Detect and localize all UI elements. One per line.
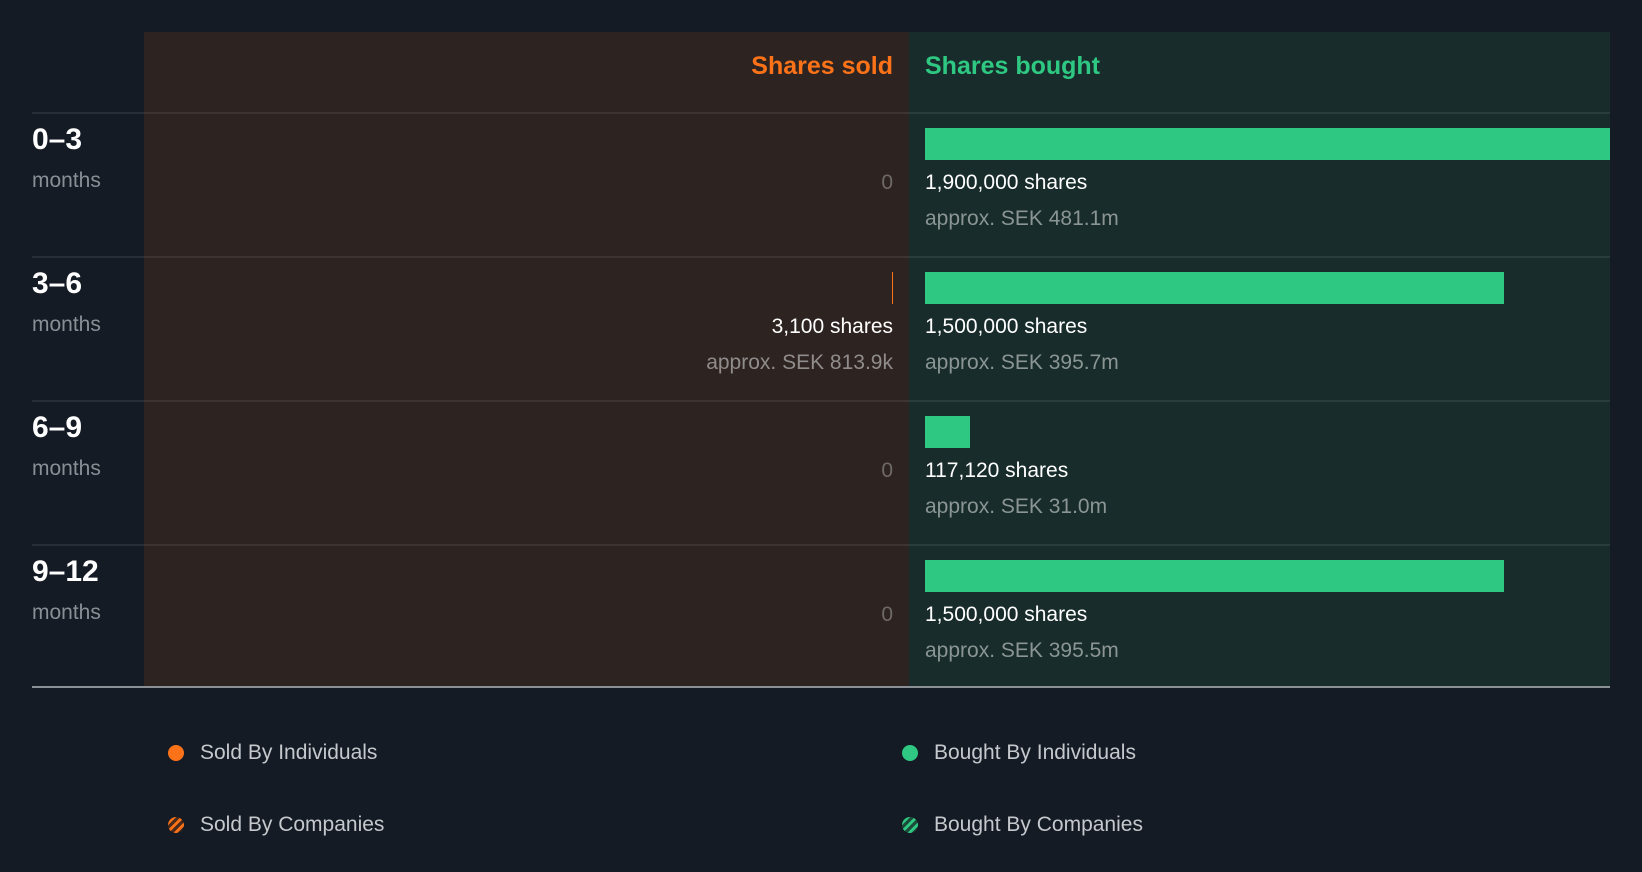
bought-bar[interactable]: [925, 416, 970, 448]
bought-approx-value: approx. SEK 395.7m: [925, 351, 1119, 374]
period-label: 3–6: [32, 267, 83, 300]
row-divider: [32, 544, 1610, 546]
period-label: 9–12: [32, 555, 99, 588]
orange-striped-dot-icon: [168, 817, 184, 833]
sold-shares: 3,100 shares: [771, 315, 893, 338]
sold-value: 0: [881, 171, 893, 194]
period-row-9-12: 9–12 months 0 1,500,000 shares approx. S…: [0, 545, 1642, 689]
period-unit: months: [32, 169, 101, 192]
legend-sold-individuals[interactable]: Sold By Individuals: [168, 741, 377, 765]
sold-approx-value: approx. SEK 813.9k: [706, 351, 893, 374]
legend-label: Bought By Companies: [934, 813, 1143, 836]
period-unit: months: [32, 313, 101, 336]
bought-approx-value: approx. SEK 395.5m: [925, 639, 1119, 662]
period-unit: months: [32, 457, 101, 480]
period-unit: months: [32, 601, 101, 624]
bought-approx-value: approx. SEK 31.0m: [925, 495, 1108, 518]
bought-shares: 1,500,000 shares: [925, 315, 1088, 338]
bought-shares: 1,500,000 shares: [925, 603, 1088, 626]
row-divider: [32, 400, 1610, 402]
period-row-3-6: 3–6 months 3,100 shares approx. SEK 813.…: [0, 257, 1642, 401]
sold-bar[interactable]: [892, 272, 893, 304]
period-row-0-3: 0–3 months 0 1,900,000 shares approx. SE…: [0, 113, 1642, 257]
row-divider: [32, 256, 1610, 258]
bought-shares: 117,120 shares: [925, 459, 1069, 482]
bought-bar[interactable]: [925, 272, 1504, 304]
row-divider: [32, 112, 1610, 114]
green-dot-icon: [902, 745, 918, 761]
bought-shares: 1,900,000 shares: [925, 171, 1088, 194]
chart-baseline: [32, 686, 1610, 688]
sold-value: 0: [881, 603, 893, 626]
legend-bought-individuals[interactable]: Bought By Individuals: [902, 741, 1136, 765]
sold-panel: [144, 32, 909, 687]
period-label: 0–3: [32, 123, 83, 156]
orange-dot-icon: [168, 745, 184, 761]
green-striped-dot-icon: [902, 817, 918, 833]
legend-label: Sold By Individuals: [200, 741, 378, 764]
bought-approx-value: approx. SEK 481.1m: [925, 207, 1119, 230]
period-label: 6–9: [32, 411, 83, 444]
legend-label: Bought By Individuals: [934, 741, 1136, 764]
sold-value: 0: [881, 459, 893, 482]
period-row-6-9: 6–9 months 0 117,120 shares approx. SEK …: [0, 401, 1642, 545]
shares-bought-header: Shares bought: [925, 52, 1101, 80]
bought-bar[interactable]: [925, 560, 1504, 592]
bought-bar[interactable]: [925, 128, 1610, 160]
legend-bought-companies[interactable]: Bought By Companies: [902, 813, 1143, 837]
legend-sold-companies[interactable]: Sold By Companies: [168, 813, 384, 837]
legend-label: Sold By Companies: [200, 813, 385, 836]
shares-sold-header: Shares sold: [751, 52, 893, 80]
